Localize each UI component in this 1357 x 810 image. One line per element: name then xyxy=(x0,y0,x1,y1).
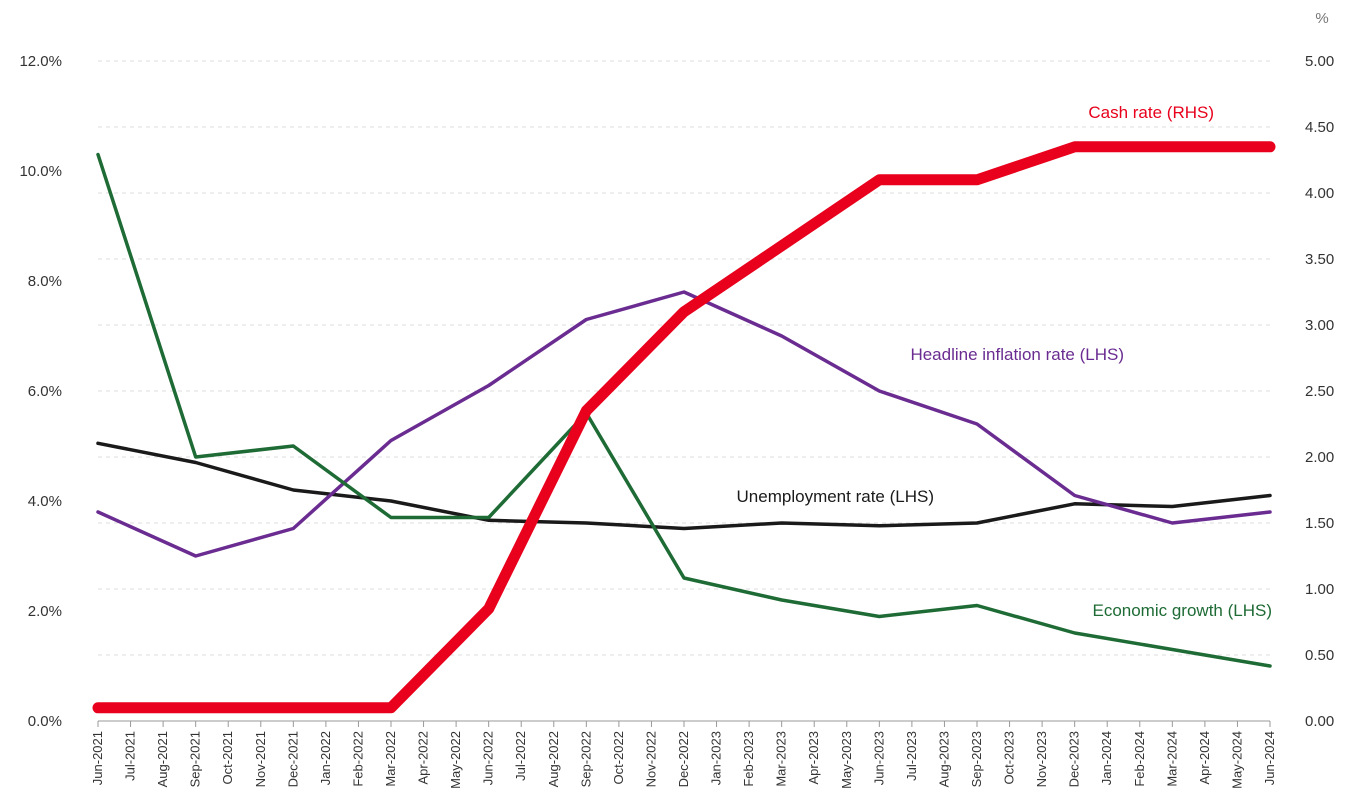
series-line-cash-rate-rhs xyxy=(92,141,1276,714)
x-tick-label: Jun-2024 xyxy=(1262,731,1277,785)
x-tick-label: May-2022 xyxy=(448,731,463,789)
x-tick-label: Feb-2023 xyxy=(741,731,756,787)
x-tick-label: Sep-2022 xyxy=(578,731,593,787)
x-tick-label: Jan-2023 xyxy=(709,731,724,785)
x-tick-label: Nov-2021 xyxy=(253,731,268,787)
series-label: Headline inflation rate (LHS) xyxy=(910,345,1124,364)
x-tick-label: Mar-2024 xyxy=(1164,731,1179,787)
left-tick-label: 4.0% xyxy=(28,493,62,510)
x-tick-label: Sep-2021 xyxy=(188,731,203,787)
right-tick-label: 3.00 xyxy=(1305,317,1334,334)
series-line-headline-inflation-rate-lhs xyxy=(96,290,1272,558)
right-tick-label: 0.50 xyxy=(1305,647,1334,664)
right-tick-label: 0.00 xyxy=(1305,713,1334,730)
x-tick-label: Oct-2023 xyxy=(1002,731,1017,784)
series-label: Unemployment rate (LHS) xyxy=(737,487,934,506)
x-tick-label: Jun-2022 xyxy=(481,731,496,785)
x-tick-label: Apr-2023 xyxy=(806,731,821,784)
series-line-unemployment-rate-lhs xyxy=(96,441,1272,531)
x-tick-label: Dec-2022 xyxy=(676,731,691,787)
right-tick-label: 1.00 xyxy=(1305,581,1334,598)
series-line-economic-growth-lhs xyxy=(96,152,1272,668)
left-tick-label: 2.0% xyxy=(28,603,62,620)
x-tick-label: Feb-2024 xyxy=(1132,731,1147,787)
x-tick-label: Sep-2023 xyxy=(969,731,984,787)
x-tick-label: Aug-2021 xyxy=(155,731,170,787)
x-tick-label: Mar-2022 xyxy=(383,731,398,787)
x-tick-label: Nov-2023 xyxy=(1034,731,1049,787)
x-tick-label: Apr-2022 xyxy=(416,731,431,784)
left-tick-label: 8.0% xyxy=(28,273,62,290)
x-tick-label: Feb-2022 xyxy=(350,731,365,787)
left-tick-label: 6.0% xyxy=(28,383,62,400)
x-tick-label: Aug-2023 xyxy=(936,731,951,787)
x-tick-label: Apr-2024 xyxy=(1197,731,1212,784)
x-tick-label: Jul-2023 xyxy=(904,731,919,781)
left-tick-label: 10.0% xyxy=(19,163,62,180)
left-tick-label: 12.0% xyxy=(19,53,62,70)
series-label: Cash rate (RHS) xyxy=(1088,103,1214,122)
right-tick-label: 4.00 xyxy=(1305,185,1334,202)
series-lines xyxy=(92,141,1276,714)
x-tick-label: Jun-2021 xyxy=(90,731,105,785)
series-labels: Economic growth (LHS) Headline inflation … xyxy=(737,103,1272,620)
right-tick-label: 4.50 xyxy=(1305,119,1334,136)
x-tick-label: Oct-2022 xyxy=(611,731,626,784)
x-tick-label: Jan-2022 xyxy=(318,731,333,785)
x-tick-label: Jul-2022 xyxy=(513,731,528,781)
x-axis: Jun-2021 Jul-2021 Aug-2021 Sep-2021 Oct-2021… xyxy=(90,721,1277,789)
x-tick-label: Aug-2022 xyxy=(546,731,561,787)
left-y-axis: 0.0% 2.0% 4.0% 6.0% 8.0% 10.0% 12.0% xyxy=(19,53,62,730)
series-label: Economic growth (LHS) xyxy=(1092,601,1272,620)
x-tick-label: Dec-2023 xyxy=(1067,731,1082,787)
x-tick-label: Oct-2021 xyxy=(220,731,235,784)
x-tick-label: Mar-2023 xyxy=(774,731,789,787)
right-tick-label: 2.00 xyxy=(1305,449,1334,466)
right-tick-label: 2.50 xyxy=(1305,383,1334,400)
x-tick-label: Nov-2022 xyxy=(643,731,658,787)
right-tick-label: 3.50 xyxy=(1305,251,1334,268)
right-y-axis: 0.00 0.50 1.00 1.50 2.00 2.50 3.00 3.50 4.00 4.50… xyxy=(1305,53,1334,730)
right-tick-label: 1.50 xyxy=(1305,515,1334,532)
left-tick-label: 0.0% xyxy=(28,713,62,730)
x-tick-label: Jan-2024 xyxy=(1099,731,1114,785)
right-axis-unit: % xyxy=(1315,10,1328,27)
x-tick-label: Jul-2021 xyxy=(123,731,138,781)
x-tick-label: May-2024 xyxy=(1229,731,1244,789)
x-tick-label: Jun-2023 xyxy=(871,731,886,785)
grid-lines xyxy=(98,60,1270,656)
right-tick-label: 5.00 xyxy=(1305,53,1334,70)
x-tick-label: May-2023 xyxy=(839,731,854,789)
x-tick-label: Dec-2021 xyxy=(285,731,300,787)
